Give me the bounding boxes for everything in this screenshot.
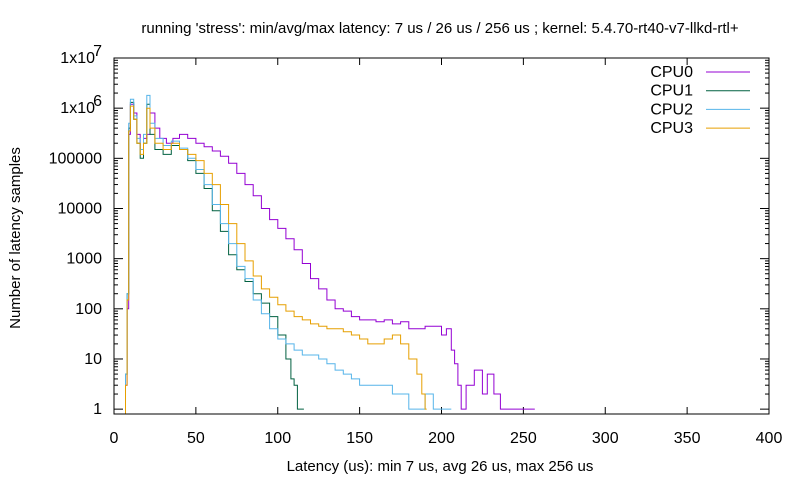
series-line-cpu1: [125, 101, 304, 414]
legend-label-cpu0: CPU0: [650, 64, 693, 81]
y-tick-label: 1x10: [60, 100, 95, 117]
y-tick-label: 10000: [58, 200, 103, 217]
plot-frame: [113, 57, 770, 415]
y-tick-label: 100: [75, 301, 102, 318]
axis-ticks: 0 50 100 150 200 250 300 350 400 1 10 100 1000 10000 1…: [49, 43, 783, 447]
x-tick-label: 150: [346, 430, 373, 447]
series-line-cpu0: [125, 103, 535, 414]
y-axis-label: Number of latency samples: [7, 147, 24, 329]
x-axis-label: Latency (us): min 7 us, avg 26 us, max 2…: [287, 458, 594, 475]
legend-label-cpu3: CPU3: [650, 120, 693, 137]
legend-label-cpu2: CPU2: [650, 101, 693, 118]
x-tick-label: 300: [592, 430, 619, 447]
x-tick-label: 100: [264, 430, 291, 447]
legend-label-cpu1: CPU1: [650, 83, 693, 100]
x-tick-label: 50: [187, 430, 205, 447]
x-tick-label: 350: [674, 430, 701, 447]
x-tick-label: 200: [428, 430, 455, 447]
y-tick-label: 1x10: [60, 50, 95, 67]
y-tick-label: 1: [93, 401, 102, 418]
series-layer: [125, 94, 535, 414]
y-tick-label: 1000: [66, 251, 102, 268]
series-line-cpu3: [125, 105, 427, 414]
y-tick-label: 100000: [49, 150, 102, 167]
y-tick-exponent: 7: [93, 43, 102, 60]
x-tick-label: 0: [110, 430, 119, 447]
x-tick-label: 400: [756, 430, 783, 447]
y-tick-exponent: 6: [93, 93, 102, 110]
chart-title: running 'stress': min/avg/max latency: 7…: [141, 20, 738, 37]
x-tick-label: 250: [510, 430, 537, 447]
y-tick-label: 10: [84, 351, 102, 368]
